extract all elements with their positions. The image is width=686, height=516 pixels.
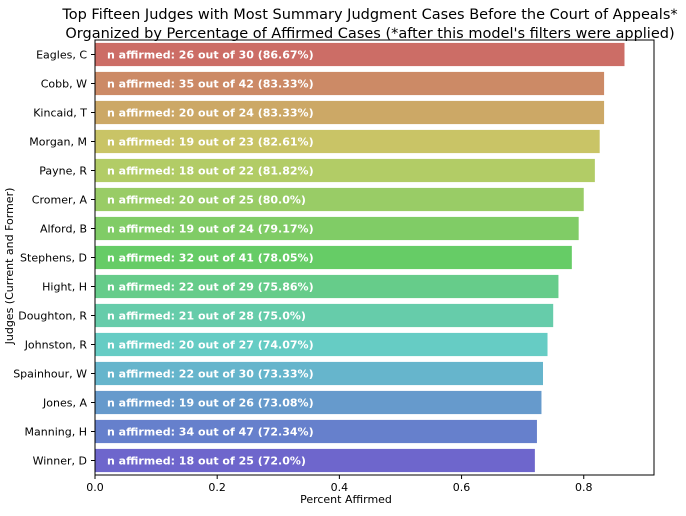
y-tick-label: Hight, H [42,281,87,294]
plot-frame [94,39,655,476]
x-tick-label: 0.0 [86,481,104,494]
bar-data-label: n affirmed: 34 out of 47 (72.34%) [107,426,314,439]
x-tick-label: 0.8 [575,481,593,494]
bar-data-label: n affirmed: 26 out of 30 (86.67%) [107,49,314,62]
bar [95,100,605,125]
y-tick-label: Cromer, A [32,194,88,207]
bar-data-label: n affirmed: 22 out of 29 (75.86%) [107,281,314,294]
bar [95,158,595,183]
bar [95,71,605,96]
bar [95,332,548,357]
x-tick-label: 0.4 [331,481,349,494]
bar-data-label: n affirmed: 19 out of 23 (82.61%) [107,136,314,149]
bar [95,390,542,415]
bar-data-label: n affirmed: 19 out of 26 (73.08%) [107,397,314,410]
y-tick-label: Morgan, M [29,136,87,149]
x-tick-label: 0.6 [453,481,471,494]
bar-data-label: n affirmed: 19 out of 24 (79.17%) [107,223,314,236]
y-tick-label: Manning, H [25,426,87,439]
bar-data-label: n affirmed: 18 out of 25 (72.0%) [107,455,306,468]
bar [95,42,625,67]
data-labels-group: n affirmed: 26 out of 30 (86.67%) n affir… [107,49,314,468]
y-tick-label: Kincaid, T [33,107,87,120]
y-tick-label: Johnston, R [24,339,88,352]
bar-data-label: n affirmed: 18 out of 22 (81.82%) [107,165,314,178]
y-axis-label: Judges (Current and Former) [3,188,16,346]
bar-data-label: n affirmed: 22 out of 30 (73.33%) [107,368,314,381]
bar [95,245,572,270]
bar [95,274,559,299]
y-tick-label: Winner, D [33,455,87,468]
chart-title-group: Top Fifteen Judges with Most Summary Jud… [61,7,677,42]
x-tick-labels-group: 0.0 0.2 0.4 0.6 0.8 [86,475,592,494]
chart-title-line-1: Top Fifteen Judges with Most Summary Jud… [61,7,677,23]
bar [95,187,584,212]
bar [95,129,600,154]
bar [95,361,543,386]
bar-data-label: n affirmed: 35 out of 42 (83.33%) [107,78,314,91]
chart-title-line-2: Organized by Percentage of Affirmed Case… [65,26,674,42]
y-tick-label: Payne, R [39,165,87,178]
y-tick-label: Alford, B [40,223,87,236]
x-tick-label: 0.2 [208,481,226,494]
y-tick-label: Stephens, D [20,252,87,265]
y-tick-label: Doughton, R [18,310,87,323]
y-tick-label: Eagles, C [36,49,87,62]
bars-group [95,42,625,473]
bar-data-label: n affirmed: 32 out of 41 (78.05%) [107,252,314,265]
bar [95,448,535,473]
bar [95,419,537,444]
bar [95,303,554,328]
bar-data-label: n affirmed: 20 out of 24 (83.33%) [107,107,314,120]
bar-data-label: n affirmed: 21 out of 28 (75.0%) [107,310,306,323]
bar-data-label: n affirmed: 20 out of 27 (74.07%) [107,339,314,352]
y-tick-label: Jones, A [42,397,87,410]
x-axis-label: Percent Affirmed [300,493,392,506]
bar [95,216,579,241]
y-tick-labels-group: Eagles, C Cobb, W Kincaid, T Morgan, M Payne… [13,49,95,468]
bar-data-label: n affirmed: 20 out of 25 (80.0%) [107,194,306,207]
y-tick-label: Cobb, W [41,78,87,91]
y-tick-label: Spainhour, W [13,368,87,381]
